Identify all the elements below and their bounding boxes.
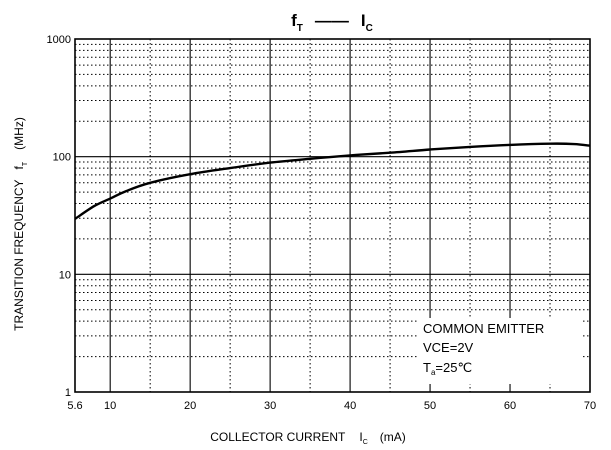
y-tick-label: 100 [53,152,71,164]
y-axis-label-subscript: T [22,161,29,166]
y-tick-label: 1000 [47,34,71,46]
y-tick-label: 1 [65,387,71,399]
minor-grid [75,39,590,392]
y-axis-label-symbol: f [12,165,26,169]
x-tick-label: 60 [504,400,516,412]
series-line-ft-vs-ic [74,142,591,220]
annotation-line-2: VCE=2V [423,340,474,355]
annotation: COMMON EMITTER VCE=2V Ta=25℃ [418,318,583,384]
x-tick-label: 5.6 [67,400,82,412]
series-layer [74,142,591,220]
x-tick-label: 70 [584,400,596,412]
annotation-t-subscript: a [431,368,436,377]
title-f: f [291,11,297,30]
chart-title: fT —— IC [291,11,373,34]
annotation-line-1: COMMON EMITTER [423,321,544,336]
x-axis-label-unit: (mA) [380,430,406,444]
x-axis-label-symbol: I [359,430,362,444]
x-tick-label: 50 [424,400,436,412]
title-f-subscript: T [297,23,303,34]
title-i-subscript: C [366,23,373,34]
x-tick-label: 20 [184,400,196,412]
x-tick-label: 10 [104,400,116,412]
annotation-line-3: Ta=25℃ [423,360,472,377]
annotation-temp: =25℃ [435,360,472,375]
title-i: I [361,11,366,30]
x-tick-label: 40 [344,400,356,412]
tick-labels: 5.6 10 20 30 40 50 60 70 1 10 100 1000 [47,34,597,412]
x-axis-label-main: COLLECTOR CURRENT [210,430,346,444]
x-tick-label: 30 [264,400,276,412]
y-axis-label-unit: (MHz) [12,117,26,150]
y-tick-label: 10 [59,269,71,281]
title-dash: —— [315,11,349,30]
y-axis-label-main: TRANSITION FREQUENCY [12,179,26,330]
x-axis-label: COLLECTOR CURRENT IC (mA) [210,430,406,446]
annotation-background [418,318,583,384]
annotation-t: T [423,360,431,375]
plot-frame [74,38,591,393]
x-axis-label-subscript: C [363,439,368,446]
y-axis-label: TRANSITION FREQUENCY fT (MHz) [12,117,29,331]
